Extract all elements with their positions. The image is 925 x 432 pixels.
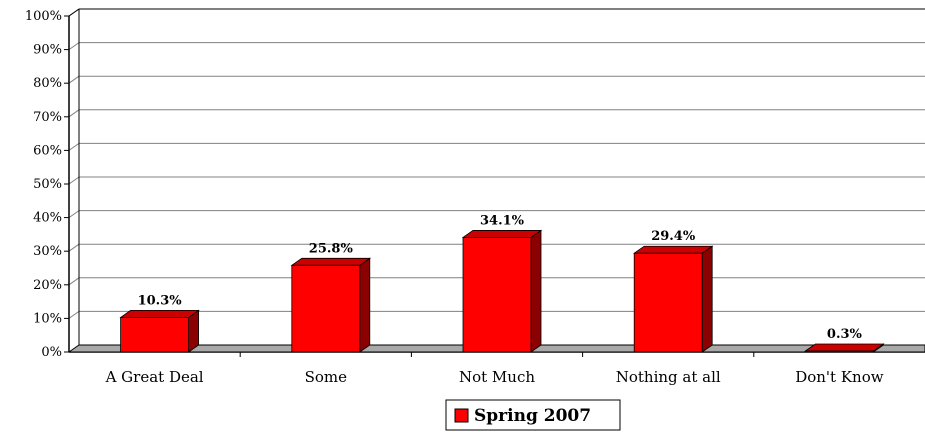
y-tick-label: 20%	[33, 278, 62, 293]
category-label: Don't Know	[795, 368, 884, 386]
data-label: 25.8%	[309, 241, 354, 256]
category-label: A Great Deal	[105, 368, 204, 386]
bar-top	[632, 245, 714, 254]
gridline-depth	[68, 109, 80, 118]
legend-label-spring-2007: Spring 2007	[474, 406, 591, 426]
gridline-depth	[68, 42, 80, 51]
category-label: Some	[305, 368, 348, 386]
y-tick-label: 80%	[33, 76, 62, 91]
gridline-depth	[68, 176, 80, 185]
y-tick-label: 40%	[33, 211, 62, 226]
bar-top	[461, 230, 543, 238]
bar	[805, 350, 874, 353]
y-tick-label: 30%	[33, 244, 62, 259]
bar-side	[530, 229, 542, 353]
bar	[462, 237, 532, 353]
bars	[119, 229, 885, 353]
y-tick-label: 10%	[33, 311, 62, 326]
gridline-depth	[68, 210, 80, 219]
y-tick-label: 0%	[41, 345, 62, 360]
y-tick-label: 70%	[33, 110, 62, 125]
gridline-depth	[68, 243, 80, 252]
bar-side	[701, 245, 713, 353]
gridline-depth	[68, 310, 80, 319]
data-label: 10.3%	[138, 293, 183, 308]
bar	[633, 252, 703, 353]
data-label: 34.1%	[480, 213, 525, 228]
y-tick-label: 100%	[25, 9, 62, 24]
bar	[120, 316, 189, 353]
bar-top	[290, 257, 372, 266]
gridline-depth	[68, 277, 80, 286]
legend-box	[445, 399, 621, 431]
legend-swatch-spring-2007	[454, 408, 469, 423]
gridline-depth	[68, 75, 80, 84]
labels: 0% 10% 20% 30% 40% 50% 60% 70% 80% 90% 100% 10.3% A …	[25, 9, 884, 386]
data-label: 29.4%	[651, 229, 696, 244]
y-axis-top	[68, 8, 80, 17]
bar	[291, 264, 361, 353]
y-tick-label: 90%	[33, 43, 62, 58]
bar-top	[119, 309, 200, 318]
bar-side	[359, 257, 371, 353]
gridline-depth	[68, 142, 80, 151]
bar-top	[804, 343, 885, 352]
data-label: 0.3%	[827, 327, 863, 342]
legend: Spring 2007	[445, 399, 621, 431]
y-tick-label: 60%	[33, 143, 62, 158]
category-label: Nothing at all	[616, 368, 721, 386]
category-label: Not Much	[459, 368, 535, 386]
y-tick-label: 50%	[33, 177, 62, 192]
